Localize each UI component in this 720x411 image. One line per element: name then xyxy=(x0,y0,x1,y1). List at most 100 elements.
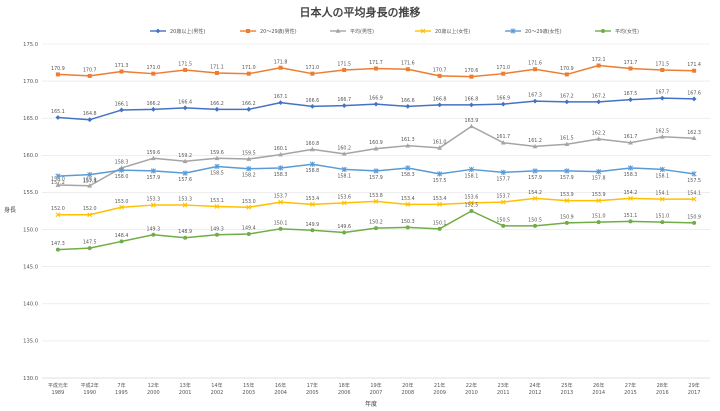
x-tick-label: 25年 xyxy=(561,382,572,389)
data-label: 162.3 xyxy=(687,130,701,136)
x-tick-label: 7年 xyxy=(117,382,125,389)
data-point-marker xyxy=(437,102,443,108)
data-label: 153.9 xyxy=(560,192,574,198)
data-point-marker xyxy=(501,71,506,76)
data-label: 153.8 xyxy=(369,193,383,199)
data-point-marker xyxy=(510,28,516,34)
y-tick-label: 145.0 xyxy=(23,264,38,270)
data-label: 171.6 xyxy=(528,61,542,67)
data-point-marker xyxy=(55,212,61,218)
data-point-marker xyxy=(532,195,538,201)
data-point-marker xyxy=(214,204,220,209)
data-point-marker xyxy=(405,103,411,109)
data-point-marker xyxy=(659,196,665,202)
x-tick-year-label: 2007 xyxy=(370,390,383,396)
data-label: 164.8 xyxy=(83,111,97,117)
data-label: 170.9 xyxy=(51,66,65,72)
data-point-marker xyxy=(501,223,506,228)
data-label: 150.2 xyxy=(369,220,383,226)
series-group: 170.9 170.7 171.3 171.0 171.5 171.1 171.0 171.8… xyxy=(51,57,701,79)
legend-label: 20～29歳(女性) xyxy=(525,28,562,35)
data-point-marker xyxy=(469,123,474,129)
data-label: 161.7 xyxy=(496,134,510,140)
data-point-marker xyxy=(214,106,220,112)
data-label: 154.1 xyxy=(655,191,669,197)
data-point-marker xyxy=(309,146,315,152)
data-point-marker xyxy=(405,165,411,171)
data-point-marker xyxy=(374,66,378,71)
data-point-marker xyxy=(564,141,570,146)
data-label: 158.1 xyxy=(337,173,351,179)
data-label: 166.6 xyxy=(306,98,320,104)
legend: 20歳以上(男性) 20～29歳(男性) 平均(男性) 20歳以上(女性) 20～29歳… xyxy=(150,28,639,35)
data-label: 157.9 xyxy=(369,175,383,181)
data-label: 158.0 xyxy=(115,174,129,180)
data-point-marker xyxy=(278,226,283,231)
data-label: 171.3 xyxy=(115,63,129,69)
data-label: 158.3 xyxy=(401,172,415,178)
x-tick-label: 12年 xyxy=(148,382,159,389)
data-label: 148.4 xyxy=(115,233,129,239)
data-point-marker xyxy=(628,140,633,145)
data-point-marker xyxy=(564,168,570,174)
y-axis-label: 身長 xyxy=(4,206,16,214)
data-point-marker xyxy=(564,198,570,203)
data-point-marker xyxy=(87,117,93,123)
data-point-marker xyxy=(87,246,92,251)
data-label: 170.9 xyxy=(560,66,574,72)
data-point-marker xyxy=(469,74,474,79)
data-point-marker xyxy=(500,140,506,145)
data-label: 153.3 xyxy=(146,197,160,203)
data-label: 151.1 xyxy=(624,213,638,219)
data-point-marker xyxy=(309,161,315,167)
data-point-marker xyxy=(628,219,633,224)
data-point-marker xyxy=(87,172,93,178)
data-point-marker xyxy=(341,151,347,156)
data-label: 158.1 xyxy=(655,173,669,179)
data-point-marker xyxy=(437,171,443,177)
data-point-marker xyxy=(246,29,250,33)
data-point-marker xyxy=(214,163,220,170)
data-label: 167.3 xyxy=(528,93,542,99)
data-label: 149.4 xyxy=(242,226,256,232)
data-label: 166.9 xyxy=(496,96,510,102)
data-point-marker xyxy=(342,230,347,235)
data-point-marker xyxy=(500,101,506,107)
data-label: 158.3 xyxy=(115,159,129,165)
x-tick-year-label: 2002 xyxy=(211,390,224,396)
data-point-marker xyxy=(628,195,633,201)
data-point-marker xyxy=(246,156,252,161)
data-label: 171.5 xyxy=(178,61,192,67)
x-tick-label: 22年 xyxy=(466,382,477,389)
data-point-marker xyxy=(596,63,601,68)
data-point-marker xyxy=(278,65,283,70)
data-label: 166.8 xyxy=(433,96,447,102)
y-tick-label: 170.0 xyxy=(23,79,38,85)
x-tick-year-label: 2003 xyxy=(242,390,255,396)
data-point-marker xyxy=(500,169,506,176)
x-axis-label: 年度 xyxy=(365,400,377,408)
data-label: 171.1 xyxy=(210,64,224,70)
x-axis: 平成元年1989平成2年19907年199512年200013年200114年2… xyxy=(48,382,701,396)
legend-item: 20歳以上(女性) xyxy=(415,28,470,35)
x-tick-label: 17年 xyxy=(307,382,318,389)
data-point-marker xyxy=(532,98,538,104)
data-label: 161.7 xyxy=(624,134,638,140)
data-label: 158.2 xyxy=(242,173,256,179)
data-point-marker xyxy=(341,103,347,109)
data-label: 159.2 xyxy=(178,153,192,159)
data-label: 153.1 xyxy=(210,198,224,204)
x-tick-label: 18年 xyxy=(339,382,350,389)
data-point-marker xyxy=(335,28,341,33)
data-point-marker xyxy=(278,100,283,106)
data-point-marker xyxy=(373,198,379,204)
data-point-marker xyxy=(468,166,474,173)
data-point-marker xyxy=(469,209,474,213)
data-label: 153.9 xyxy=(592,192,606,198)
data-point-marker xyxy=(309,201,315,207)
data-label: 150.9 xyxy=(687,214,701,220)
data-point-marker xyxy=(246,71,251,76)
data-point-marker xyxy=(373,146,379,151)
data-point-marker xyxy=(155,28,161,34)
data-label: 148.9 xyxy=(178,229,192,235)
